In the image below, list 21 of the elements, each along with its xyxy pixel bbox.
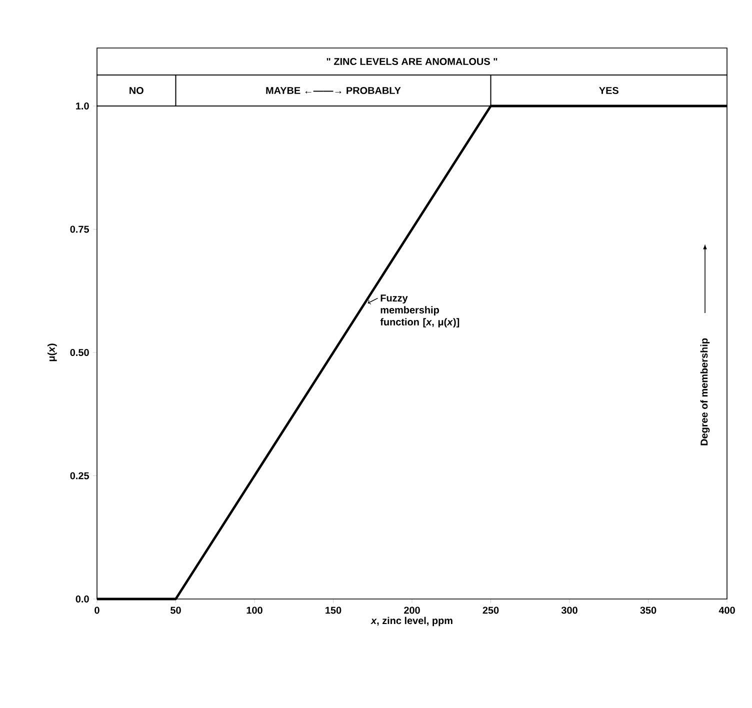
x-axis-title: x, zinc level, ppm [370,616,452,626]
text: YES [599,86,618,94]
x-tick-label: 0 [94,606,100,614]
y-tick-label: 0.50 [70,348,89,356]
x-tick-label: 150 [326,606,342,614]
x-tick-label: 50 [170,606,181,614]
annotation: Fuzzy membership function [x, μ(x)] [380,294,460,328]
y-tick-label: 1.0 [76,102,89,110]
x-tick-label: 400 [718,606,735,614]
annotation: Degree of membership [700,338,710,446]
text: NO [130,86,144,94]
x-tick-label: 200 [404,606,420,614]
x-tick-label: 100 [246,606,262,614]
chart-title: " ZINC LEVELS ARE ANOMALOUS " [326,58,498,66]
x-tick-label: 350 [640,606,656,614]
x-tick-label: 300 [561,606,578,614]
x-tick-label: 250 [482,606,499,614]
text: MAYBE ←——→ PROBABLY [266,86,401,94]
y-tick-label: 0.25 [70,472,90,480]
y-tick-label: 0.0 [76,595,89,603]
y-tick-label: 0.75 [70,226,90,233]
